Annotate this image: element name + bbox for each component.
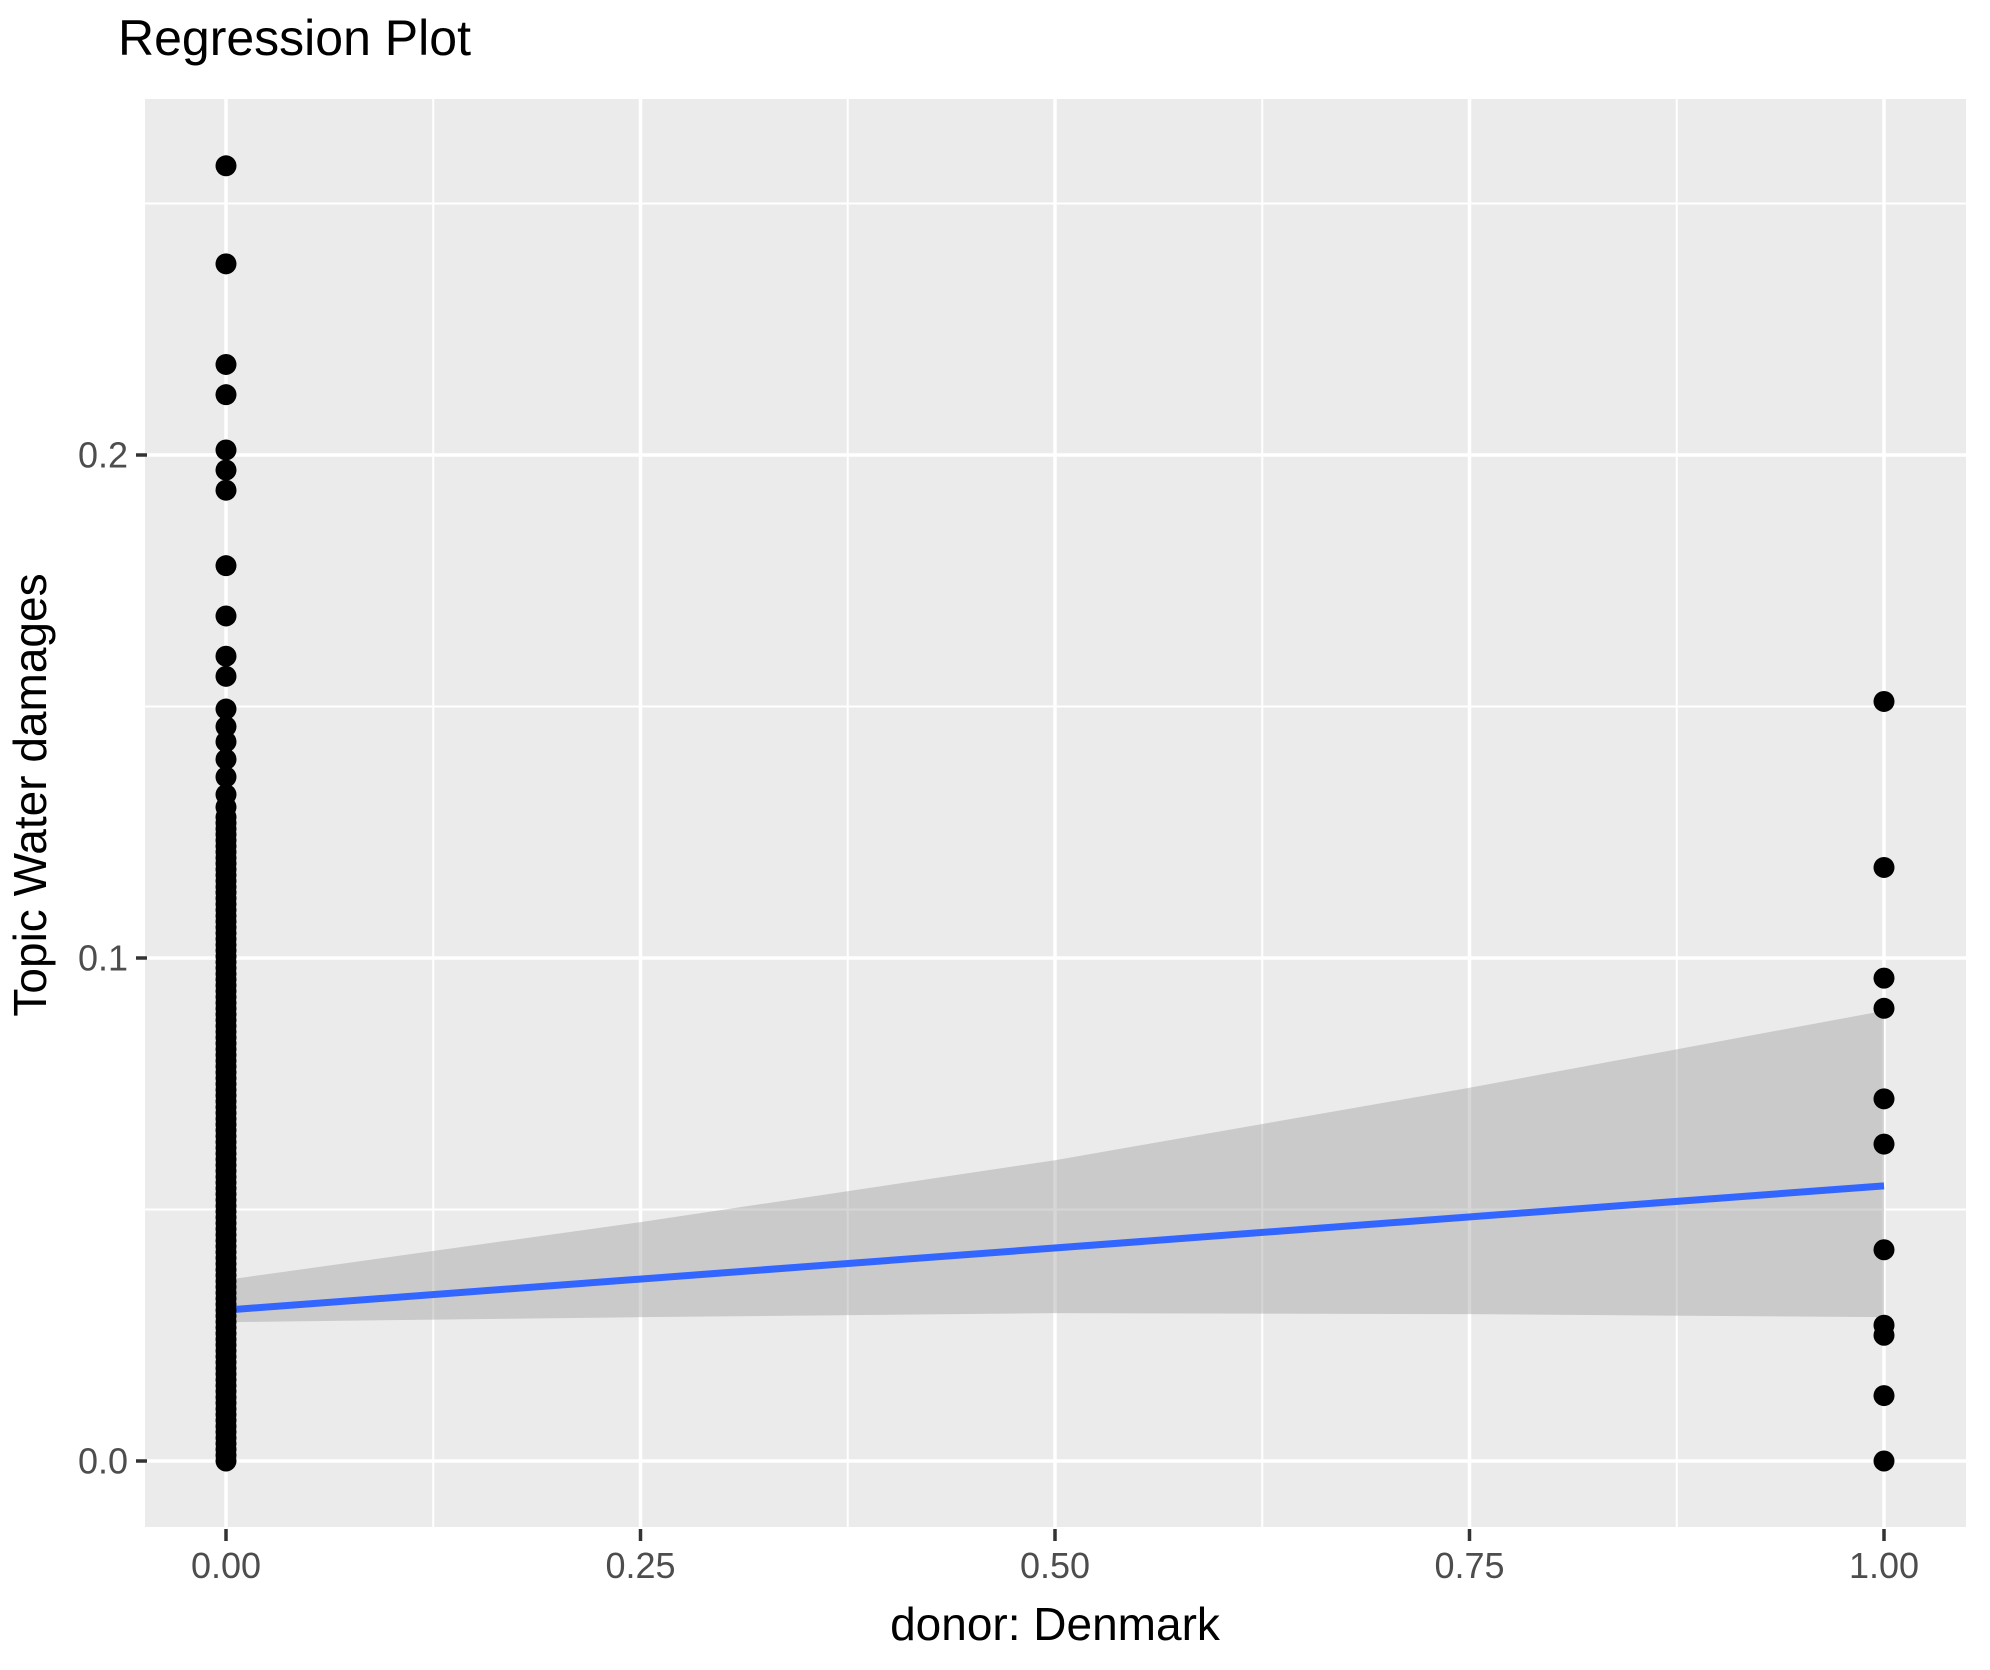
data-point	[215, 353, 237, 375]
data-point	[1873, 1385, 1895, 1407]
x-tick-label: 0.25	[605, 1545, 675, 1586]
data-point	[215, 731, 237, 753]
data-point	[215, 665, 237, 687]
data-point	[1873, 1324, 1895, 1346]
data-point	[215, 384, 237, 406]
data-point	[215, 806, 237, 828]
y-tick-label: 0.1	[78, 938, 128, 979]
data-point	[215, 716, 237, 738]
plot-title: Regression Plot	[118, 10, 471, 66]
data-point	[215, 439, 237, 461]
data-point	[215, 605, 237, 627]
scatter-points	[215, 155, 1895, 1472]
y-axis-tick-labels: 0.0 0.1 0.2	[78, 435, 128, 1482]
data-point	[1873, 1088, 1895, 1110]
y-tick-label: 0.0	[78, 1441, 128, 1482]
data-point	[215, 459, 237, 481]
data-point	[215, 479, 237, 501]
x-tick-label: 0.00	[191, 1545, 261, 1586]
data-point	[215, 555, 237, 577]
data-point	[1873, 856, 1895, 878]
data-point	[215, 748, 237, 770]
data-point	[215, 155, 237, 177]
data-point	[1873, 997, 1895, 1019]
regression-line	[225, 1182, 1885, 1314]
x-tick-label: 0.50	[1020, 1545, 1090, 1586]
y-axis-title: Topic Water damages	[4, 573, 56, 1016]
y-tick-label: 0.2	[78, 435, 128, 476]
data-point	[1873, 1133, 1895, 1155]
data-point	[1873, 967, 1895, 989]
x-axis-title: donor: Denmark	[890, 1598, 1221, 1650]
data-point	[1873, 690, 1895, 712]
data-point	[215, 253, 237, 275]
data-point	[215, 645, 237, 667]
data-point	[215, 766, 237, 788]
data-point	[1873, 1239, 1895, 1261]
x-tick-label: 0.75	[1434, 1545, 1504, 1586]
x-tick-label: 1.00	[1849, 1545, 1919, 1586]
axis-tick-marks	[136, 453, 1886, 1541]
confidence-band	[226, 1010, 1884, 1323]
data-point	[1873, 1450, 1895, 1472]
data-point	[215, 698, 237, 720]
x-axis-tick-labels: 0.00 0.25 0.50 0.75 1.00	[191, 1545, 1919, 1586]
